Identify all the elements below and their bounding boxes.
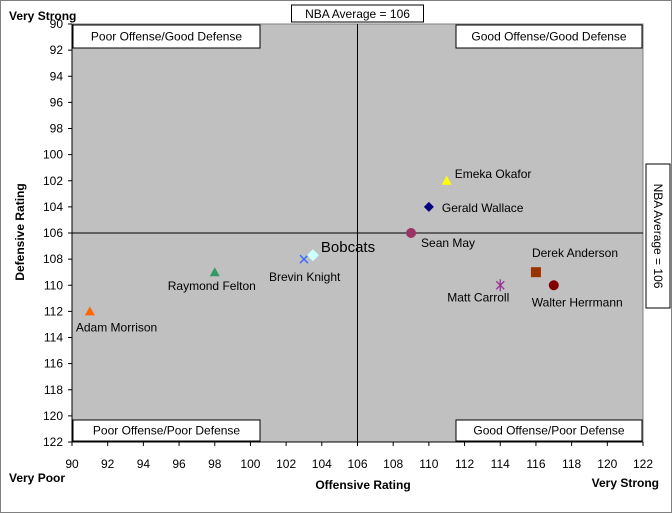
x-tick-label: 106 [347,457,367,471]
y-tick-label: 122 [43,435,63,449]
reference-label-x: NBA Average = 106 [305,7,410,21]
x-tick-label: 112 [455,457,474,471]
x-tick-label: 120 [597,457,617,471]
x-tick-label: 98 [208,457,222,471]
x-tick-label: 108 [383,457,403,471]
y-tick-label: 90 [50,17,64,31]
data-label-brevin-knight: Brevin Knight [269,270,341,284]
data-label-sean-may: Sean May [421,236,475,250]
x-tick-label: 110 [419,457,438,471]
quadrant-label-box-top-left [72,24,261,49]
quadrant-label-box-bottom-left [72,419,261,442]
x-tick-label: 114 [491,457,510,471]
x-tick-label: 102 [276,457,296,471]
data-point-gerald-wallace [423,201,434,212]
x-tick-label: 116 [526,457,545,471]
reference-label-box-x [291,4,424,23]
x-tick-label: 104 [312,457,332,471]
quadrant-label-box-bottom-right [455,419,643,442]
corner-label-x-high: Very Strong [592,476,659,490]
y-axis-label: Defensive Rating [13,183,27,280]
x-tick-label: 94 [137,457,151,471]
data-label-matt-carroll: Matt Carroll [447,290,509,304]
y-tick-label: 120 [43,409,63,423]
y-tick-label: 96 [50,95,64,109]
data-point-matt-carroll [495,279,505,292]
data-point-sean-may [406,228,417,238]
y-tick-label: 110 [44,278,63,292]
data-label-derek-anderson: Derek Anderson [532,246,618,260]
reference-label-box-y [645,163,671,309]
data-label-walter-herrmann: Walter Herrmann [532,295,623,309]
quadrant-label-bottom-left: Poor Offense/Poor Defense [93,424,241,438]
y-tick-label: 100 [43,148,63,162]
y-tick-label: 106 [43,226,63,240]
y-tick-label: 112 [44,304,63,318]
data-label-adam-morrison: Adam Morrison [76,320,157,334]
quadrant-label-bottom-right: Good Offense/Poor Defense [473,424,625,438]
x-tick-label: 90 [65,457,79,471]
data-point-adam-morrison [84,306,95,316]
y-tick-label: 104 [43,200,63,214]
data-point-derek-anderson [530,267,541,278]
x-tick-label: 92 [101,457,115,471]
data-point-raymond-felton [209,267,220,277]
data-point-brevin-knight [299,254,309,264]
y-tick-label: 98 [50,122,64,136]
x-tick-label: 96 [172,457,186,471]
quadrant-label-top-right: Good Offense/Good Defense [471,30,627,44]
quadrant-label-box-top-right [455,24,643,49]
y-tick-label: 118 [44,383,63,397]
data-label-bobcats: Bobcats [321,239,375,256]
data-point-bobcats [306,249,319,262]
y-tick-label: 92 [50,43,64,57]
data-label-gerald-wallace: Gerald Wallace [442,201,524,215]
x-tick-label: 118 [562,457,581,471]
y-tick-label: 102 [43,174,63,188]
data-label-raymond-felton: Raymond Felton [168,279,256,293]
y-tick-label: 94 [50,69,64,83]
x-tick-label: 122 [633,457,653,471]
y-tick-label: 114 [44,331,63,345]
corner-label-x-low: Very Poor [9,471,65,485]
y-tick-label: 108 [43,252,63,266]
reference-label-y: NBA Average = 106 [651,184,665,289]
data-point-walter-herrmann [548,280,559,291]
y-tick-label: 116 [44,357,63,371]
x-axis-label: Offensive Rating [315,478,410,492]
corner-label-y-top: Very Strong [9,9,76,23]
x-tick-label: 100 [240,457,260,471]
quadrant-label-top-left: Poor Offense/Good Defense [91,30,243,44]
data-label-emeka-okafor: Emeka Okafor [455,167,532,181]
data-point-emeka-okafor [441,175,452,185]
